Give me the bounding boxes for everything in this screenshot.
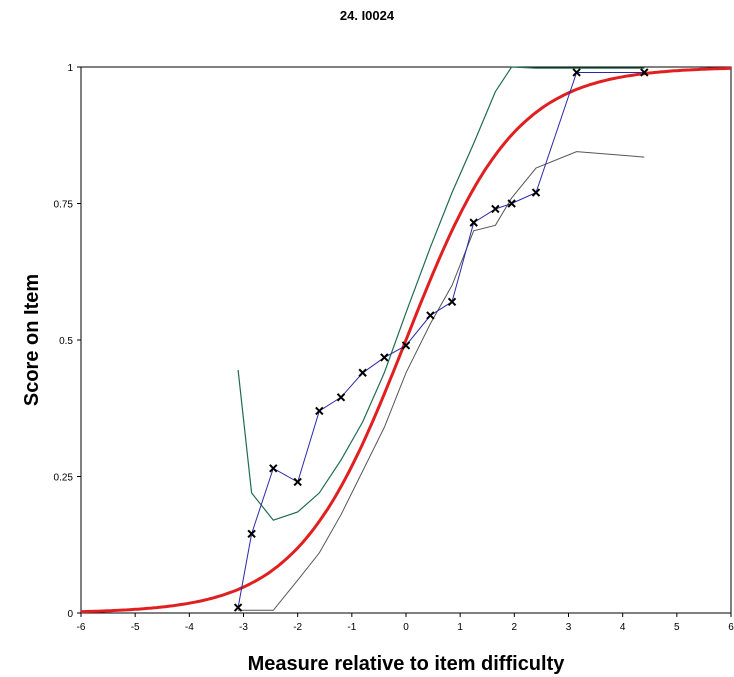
x-axis-ticks: -6 -5 -4 -3 -2 -1 0 1 2 3 4 5 6 [77,613,734,633]
x-tick-label: 3 [566,622,572,633]
x-tick-label: -5 [131,622,140,633]
y-tick-label: 0.5 [59,336,73,347]
marker-stroke [269,464,278,473]
marker-stroke [247,529,256,539]
marker-stroke [401,341,411,350]
empirical-point-marker [293,477,302,487]
empirical-point-marker [640,68,649,77]
empirical-point-marker [247,529,256,539]
y-axis-title: Score on Item [21,274,43,406]
lower-band-line [238,151,645,611]
marker-stroke [572,68,581,77]
marker-stroke [507,199,516,208]
empirical-point-marker [358,368,367,377]
empirical-point-marker [401,341,411,350]
x-tick-label: -6 [77,622,86,633]
series-layer [81,66,731,614]
x-axis-title: Measure relative to item difficulty [248,653,566,675]
x-tick-label: -3 [239,622,248,633]
empirical-point-marker [380,353,389,362]
empirical-point-marker [531,188,541,197]
empirical-point-marker [572,68,581,77]
marker-stroke [233,603,243,612]
empirical-point-marker [447,297,457,306]
empirical-point-marker [336,393,346,402]
empirical-point-marker [426,311,435,320]
empirical-point-marker [269,464,278,473]
x-tick-label: -2 [293,622,302,633]
x-tick-label: 5 [674,622,680,633]
marker-stroke [315,406,324,416]
marker-stroke [640,68,649,77]
upper-band-line [237,66,645,521]
marker-stroke [293,477,302,487]
marker-stroke [469,218,478,227]
x-tick-label: 1 [457,622,463,633]
x-tick-label: 0 [403,622,409,633]
y-tick-label: 0.25 [54,473,74,484]
marker-stroke [447,297,457,306]
marker-stroke [358,368,367,377]
marker-stroke [426,311,435,320]
chart-title: 24. I0024 [339,8,395,23]
y-tick-label: 0 [67,609,73,620]
x-tick-label: -4 [185,622,194,633]
x-tick-label: 6 [728,622,734,633]
x-tick-label: 4 [620,622,626,633]
empirical-point-marker [507,199,516,208]
marker-stroke [491,204,500,214]
empirical-line [237,72,645,608]
x-tick-label: 2 [512,622,518,633]
marker-stroke [531,188,541,197]
x-tick-label: -1 [347,622,356,633]
y-tick-label: 0.75 [54,200,74,211]
y-tick-label: 1 [67,63,73,74]
empirical-point-marker [491,204,500,214]
empirical-point-marker [469,218,478,227]
empirical-point-marker [315,406,324,416]
y-axis-ticks: 0 0.25 0.5 0.75 1 [54,63,81,620]
marker-stroke [380,353,389,362]
model-curve-line [81,66,731,614]
empirical-point-marker [233,603,243,612]
marker-stroke [336,393,346,402]
